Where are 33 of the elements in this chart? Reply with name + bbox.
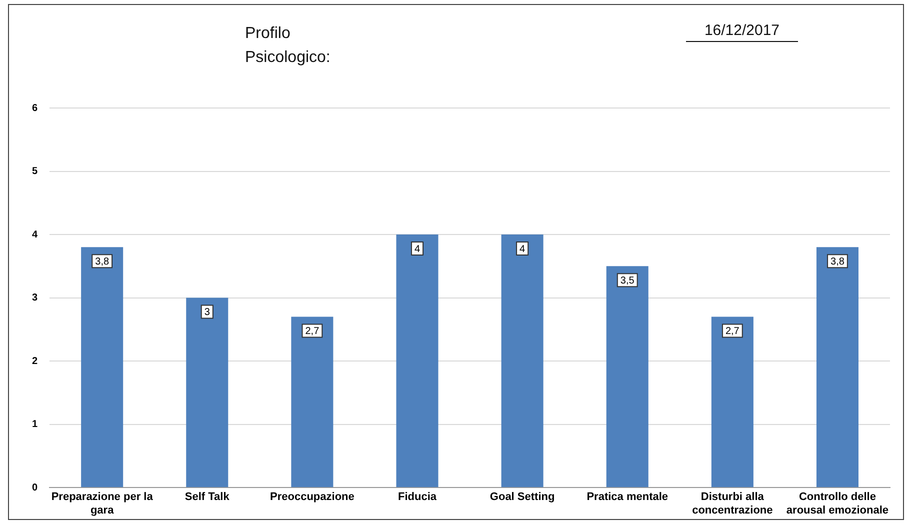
data-label: 2,7 — [725, 326, 740, 338]
chart-title: Profilo Psicologico: — [245, 24, 332, 68]
bar — [501, 234, 544, 488]
bar — [606, 266, 648, 488]
data-label: 4 — [520, 244, 526, 255]
bar — [711, 316, 754, 488]
bar — [81, 247, 124, 488]
x-tick-label: Controllo delle arousal emozionale — [786, 491, 889, 516]
x-tick-label: Preoccupazione — [270, 491, 354, 504]
y-tick-label: 2 — [32, 356, 38, 367]
bar — [396, 234, 438, 488]
data-label: 4 — [414, 244, 420, 255]
y-tick-label: 3 — [32, 292, 38, 304]
x-tick-label: Goal Setting — [490, 491, 555, 504]
data-label: 3 — [204, 307, 210, 318]
y-tick-label: 5 — [32, 166, 38, 178]
data-label: 3,8 — [830, 256, 845, 268]
y-tick-label: 0 — [32, 482, 38, 494]
bar — [186, 298, 228, 488]
y-tick-label: 1 — [32, 419, 38, 430]
bar — [291, 316, 334, 488]
x-tick-label: Fiducia — [398, 491, 438, 504]
x-tick-label: Self Talk — [184, 491, 230, 504]
y-tick-label: 4 — [32, 229, 38, 240]
x-tick-label: Preparazione per la gara — [51, 491, 154, 516]
data-label: 3,8 — [95, 256, 110, 268]
x-tick-label: Disturbi alla concentrazione — [692, 491, 773, 516]
data-label: 3,5 — [620, 275, 635, 286]
text: 16/12/2017 — [686, 22, 798, 42]
y-tick-label: 6 — [32, 102, 38, 114]
x-tick-label: Pratica mentale — [586, 491, 668, 504]
bar — [816, 247, 858, 488]
data-label: 2,7 — [305, 326, 320, 338]
